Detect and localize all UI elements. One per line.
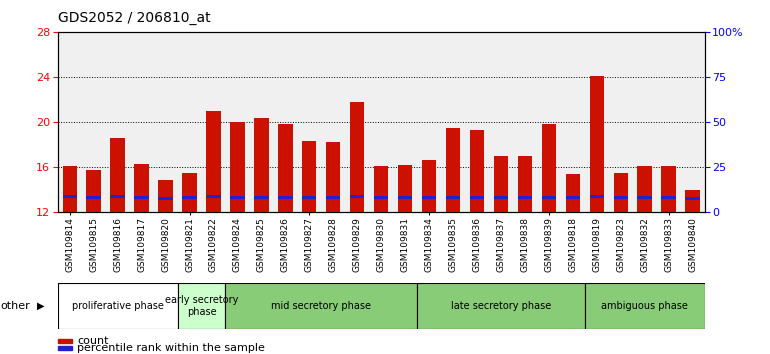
Bar xyxy=(135,164,149,212)
Text: GSM109830: GSM109830 xyxy=(377,217,386,272)
Bar xyxy=(470,196,484,199)
Bar xyxy=(278,196,293,199)
Bar xyxy=(62,195,77,198)
Bar xyxy=(326,142,340,212)
Bar xyxy=(254,196,269,199)
Bar xyxy=(62,166,77,212)
Bar xyxy=(517,196,532,199)
Text: GSM109819: GSM109819 xyxy=(592,217,601,272)
Bar xyxy=(58,283,178,329)
Bar xyxy=(326,196,340,199)
Bar xyxy=(86,196,101,199)
Bar xyxy=(661,196,676,199)
Text: GSM109837: GSM109837 xyxy=(497,217,505,272)
Text: GSM109818: GSM109818 xyxy=(568,217,578,272)
Bar xyxy=(566,196,580,199)
Bar xyxy=(446,196,460,199)
Bar xyxy=(182,173,196,212)
Text: GSM109820: GSM109820 xyxy=(161,217,170,272)
Bar xyxy=(417,283,584,329)
Text: ▶: ▶ xyxy=(37,301,45,311)
Bar xyxy=(517,156,532,212)
Text: GSM109828: GSM109828 xyxy=(329,217,338,272)
Text: GSM109822: GSM109822 xyxy=(209,217,218,272)
Text: GSM109817: GSM109817 xyxy=(137,217,146,272)
Text: GSM109834: GSM109834 xyxy=(424,217,434,272)
Bar xyxy=(685,197,700,200)
Bar xyxy=(614,173,628,212)
Text: GSM109814: GSM109814 xyxy=(65,217,74,272)
Text: late secretory phase: late secretory phase xyxy=(450,301,551,311)
Bar xyxy=(614,196,628,199)
Bar xyxy=(566,174,580,212)
Bar xyxy=(182,196,196,199)
Text: GSM109835: GSM109835 xyxy=(448,217,457,272)
Text: GSM109832: GSM109832 xyxy=(640,217,649,272)
Bar xyxy=(590,195,604,198)
Bar xyxy=(494,196,508,199)
Bar xyxy=(470,130,484,212)
Bar xyxy=(178,283,226,329)
Text: ambiguous phase: ambiguous phase xyxy=(601,301,688,311)
Bar xyxy=(398,165,412,212)
Text: percentile rank within the sample: percentile rank within the sample xyxy=(77,343,265,353)
Bar xyxy=(374,196,388,199)
Text: GSM109829: GSM109829 xyxy=(353,217,362,272)
Bar xyxy=(638,196,652,199)
Text: count: count xyxy=(77,336,109,346)
Bar xyxy=(590,76,604,212)
Bar xyxy=(230,122,245,212)
Bar xyxy=(159,197,172,200)
Bar xyxy=(278,124,293,212)
Text: other: other xyxy=(1,301,31,311)
Bar xyxy=(206,195,221,198)
Text: GSM109823: GSM109823 xyxy=(616,217,625,272)
Text: GSM109840: GSM109840 xyxy=(688,217,697,272)
Bar xyxy=(230,196,245,199)
Text: GSM109831: GSM109831 xyxy=(400,217,410,272)
Bar xyxy=(374,166,388,212)
Text: GSM109839: GSM109839 xyxy=(544,217,554,272)
Bar xyxy=(422,160,437,212)
Bar xyxy=(638,166,652,212)
Text: early secretory
phase: early secretory phase xyxy=(165,295,238,317)
Text: GSM109821: GSM109821 xyxy=(185,217,194,272)
Bar xyxy=(661,166,676,212)
Bar xyxy=(422,196,437,199)
Bar xyxy=(86,170,101,212)
Text: mid secretory phase: mid secretory phase xyxy=(271,301,371,311)
Text: GSM109833: GSM109833 xyxy=(664,217,673,272)
Text: GSM109836: GSM109836 xyxy=(473,217,481,272)
Text: GSM109815: GSM109815 xyxy=(89,217,99,272)
Text: GSM109825: GSM109825 xyxy=(257,217,266,272)
Text: GSM109816: GSM109816 xyxy=(113,217,122,272)
Bar xyxy=(398,196,412,199)
Text: GSM109824: GSM109824 xyxy=(233,217,242,272)
Bar xyxy=(110,138,125,212)
Text: GDS2052 / 206810_at: GDS2052 / 206810_at xyxy=(58,11,210,25)
Bar xyxy=(541,124,556,212)
Bar xyxy=(350,195,364,198)
Text: GSM109838: GSM109838 xyxy=(521,217,530,272)
Bar xyxy=(135,196,149,199)
Bar xyxy=(302,141,316,212)
Bar xyxy=(110,195,125,198)
Bar xyxy=(584,283,705,329)
Text: GSM109827: GSM109827 xyxy=(305,217,314,272)
Bar xyxy=(446,128,460,212)
Text: proliferative phase: proliferative phase xyxy=(72,301,163,311)
Bar xyxy=(685,190,700,212)
Bar xyxy=(159,180,172,212)
Bar xyxy=(302,196,316,199)
Bar xyxy=(226,283,417,329)
Bar xyxy=(494,156,508,212)
Text: GSM109826: GSM109826 xyxy=(281,217,290,272)
Bar xyxy=(541,196,556,199)
Bar xyxy=(206,111,221,212)
Bar xyxy=(254,118,269,212)
Bar xyxy=(350,102,364,212)
